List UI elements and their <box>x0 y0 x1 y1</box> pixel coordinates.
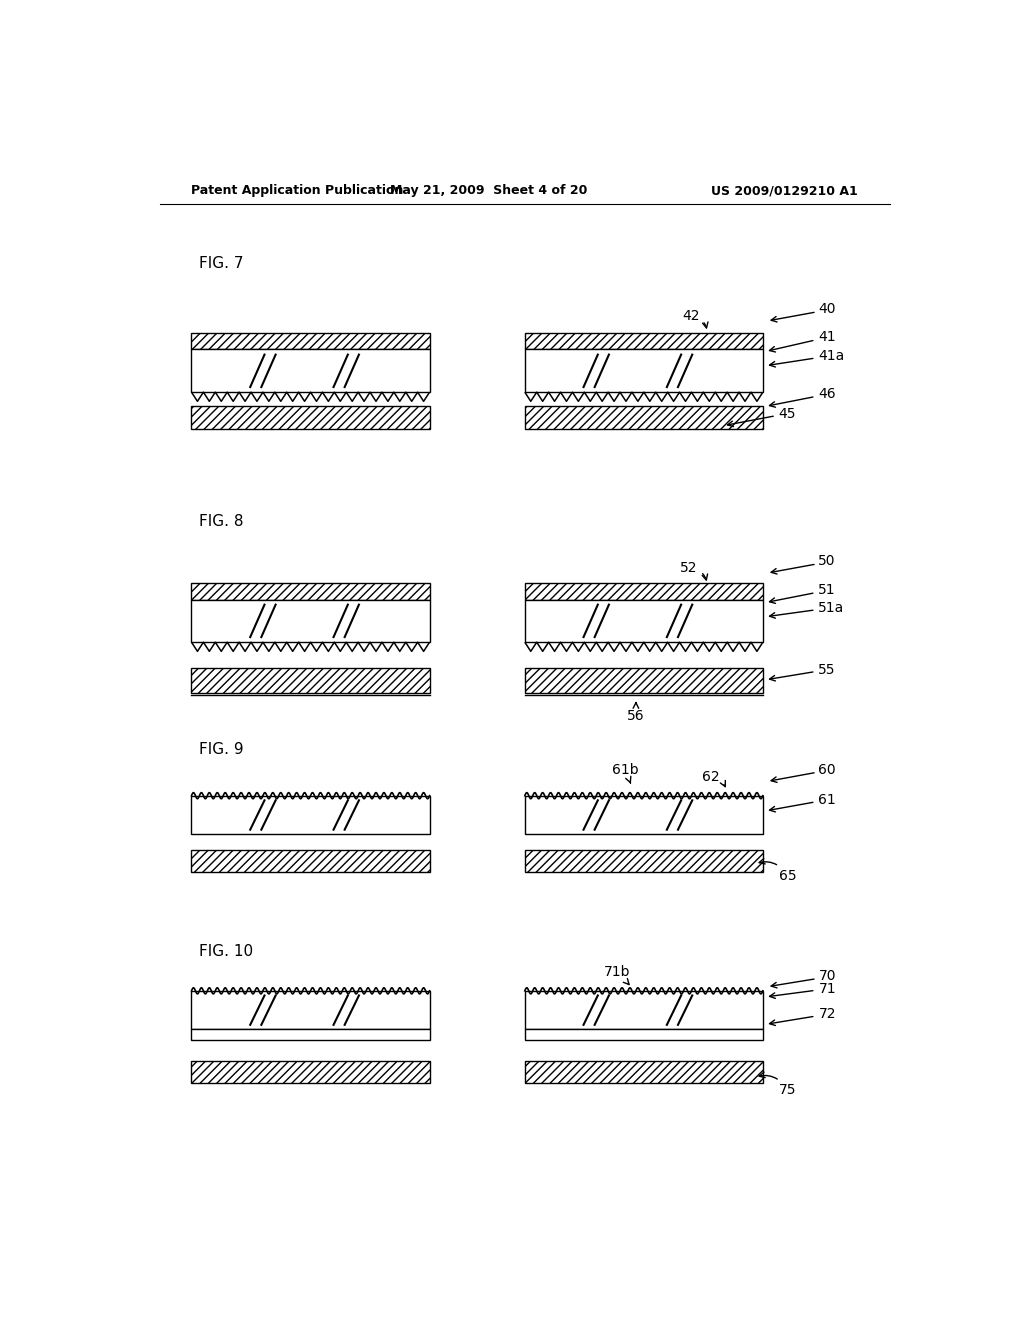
Bar <box>524 796 763 834</box>
Bar <box>191 1030 430 1040</box>
Text: 41: 41 <box>769 330 836 352</box>
Text: May 21, 2009  Sheet 4 of 20: May 21, 2009 Sheet 4 of 20 <box>390 185 588 198</box>
Text: FIG. 9: FIG. 9 <box>200 742 244 758</box>
Bar <box>524 991 763 1030</box>
Bar <box>524 333 763 350</box>
Text: 45: 45 <box>727 407 797 426</box>
Bar <box>191 1061 430 1084</box>
Bar <box>191 407 430 429</box>
Text: 61: 61 <box>769 793 837 812</box>
Bar <box>191 668 430 693</box>
Text: 51a: 51a <box>770 601 845 618</box>
Text: 40: 40 <box>818 302 836 315</box>
Text: 46: 46 <box>769 387 836 407</box>
Text: 55: 55 <box>769 663 836 681</box>
Bar <box>191 796 430 834</box>
Bar <box>524 668 763 693</box>
Text: 61b: 61b <box>612 763 639 783</box>
Bar <box>191 333 430 350</box>
Bar <box>524 350 763 392</box>
Text: 60: 60 <box>818 763 836 777</box>
Text: FIG. 7: FIG. 7 <box>200 256 244 271</box>
Bar <box>191 991 430 1030</box>
Text: 51: 51 <box>769 583 836 603</box>
Text: 72: 72 <box>769 1007 836 1026</box>
Bar <box>524 599 763 643</box>
Bar <box>524 1030 763 1040</box>
Text: 41a: 41a <box>770 348 845 367</box>
Text: 62: 62 <box>701 771 725 787</box>
Text: Patent Application Publication: Patent Application Publication <box>191 185 403 198</box>
Text: 71b: 71b <box>604 965 631 985</box>
Bar <box>191 599 430 643</box>
Text: 42: 42 <box>682 309 708 327</box>
Text: 70: 70 <box>818 969 836 982</box>
Text: FIG. 8: FIG. 8 <box>200 513 244 529</box>
Text: 56: 56 <box>627 702 645 723</box>
Text: 52: 52 <box>680 561 708 579</box>
Bar <box>191 350 430 392</box>
Text: US 2009/0129210 A1: US 2009/0129210 A1 <box>712 185 858 198</box>
Text: 65: 65 <box>759 858 797 883</box>
Text: FIG. 10: FIG. 10 <box>200 944 254 958</box>
Bar <box>524 1061 763 1084</box>
Text: 71: 71 <box>770 982 836 998</box>
Bar <box>524 407 763 429</box>
Bar <box>191 583 430 599</box>
Bar <box>524 850 763 873</box>
Text: 50: 50 <box>818 554 836 568</box>
Bar <box>524 583 763 599</box>
Bar <box>191 850 430 873</box>
Text: 75: 75 <box>759 1072 797 1097</box>
